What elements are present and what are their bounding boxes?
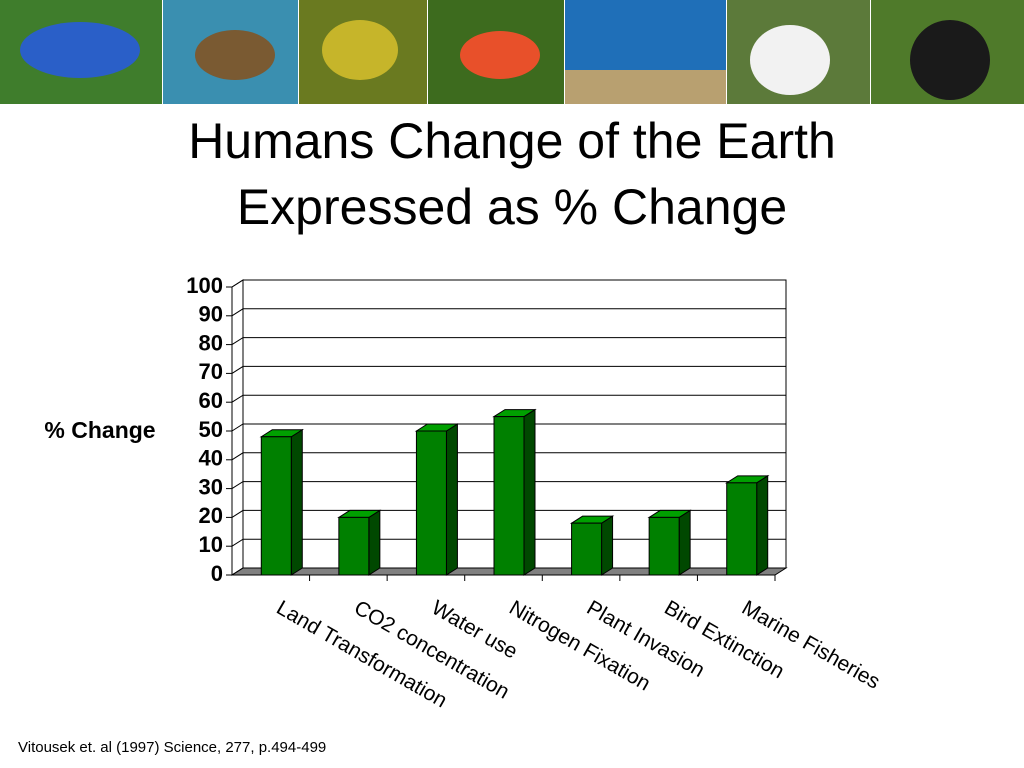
y-tick-label: 20 — [199, 503, 223, 528]
bar-side — [523, 408, 536, 576]
title: Humans Change of the Earth — [188, 113, 836, 169]
photo-strip — [0, 0, 1024, 104]
y-tick-label: 60 — [199, 388, 223, 413]
bar-side — [445, 423, 458, 576]
bar-side — [368, 509, 381, 576]
bird — [322, 20, 398, 80]
y-tick-label: 80 — [199, 330, 223, 355]
source: Vitousek et. al (1997) Science, 277, p.4… — [18, 739, 326, 756]
y-tick-label: 10 — [199, 532, 223, 557]
frog — [460, 31, 540, 79]
bar — [338, 516, 370, 576]
grid-line — [231, 308, 786, 317]
y-tick-label: 100 — [186, 273, 223, 298]
butterfly — [20, 22, 140, 78]
x-tick-label: Marine Fisheries — [738, 596, 884, 694]
turtle — [195, 30, 275, 80]
bar — [571, 522, 603, 576]
grid-line — [231, 279, 786, 288]
y-axis-label: % Change — [44, 417, 155, 443]
reef — [565, 70, 726, 104]
grid-line — [231, 365, 786, 374]
y-tick-label: 30 — [199, 474, 223, 499]
bar — [493, 416, 525, 576]
bar — [726, 482, 758, 576]
x-tick-label: Nitrogen Fixation — [505, 596, 654, 695]
bar — [415, 430, 447, 576]
grid-line — [231, 481, 786, 490]
y-tick-label: 70 — [199, 359, 223, 384]
bar — [260, 436, 292, 576]
grid-line — [231, 452, 786, 461]
bar-side — [756, 474, 769, 576]
grid-line — [231, 394, 786, 403]
bar-side — [290, 428, 303, 576]
y-tick-label: 90 — [199, 302, 223, 327]
y-tick-label: 0 — [211, 561, 223, 586]
grid-line — [231, 337, 786, 346]
bar — [648, 516, 680, 576]
y-tick-label: 50 — [199, 417, 223, 442]
bar-side — [678, 509, 691, 576]
subtitle: Expressed as % Change — [237, 179, 787, 235]
grid-line — [231, 423, 786, 432]
bar-side — [601, 515, 614, 576]
panda — [750, 25, 830, 95]
gorilla — [910, 20, 990, 100]
y-tick-label: 40 — [199, 446, 223, 471]
grid-line — [231, 509, 786, 518]
